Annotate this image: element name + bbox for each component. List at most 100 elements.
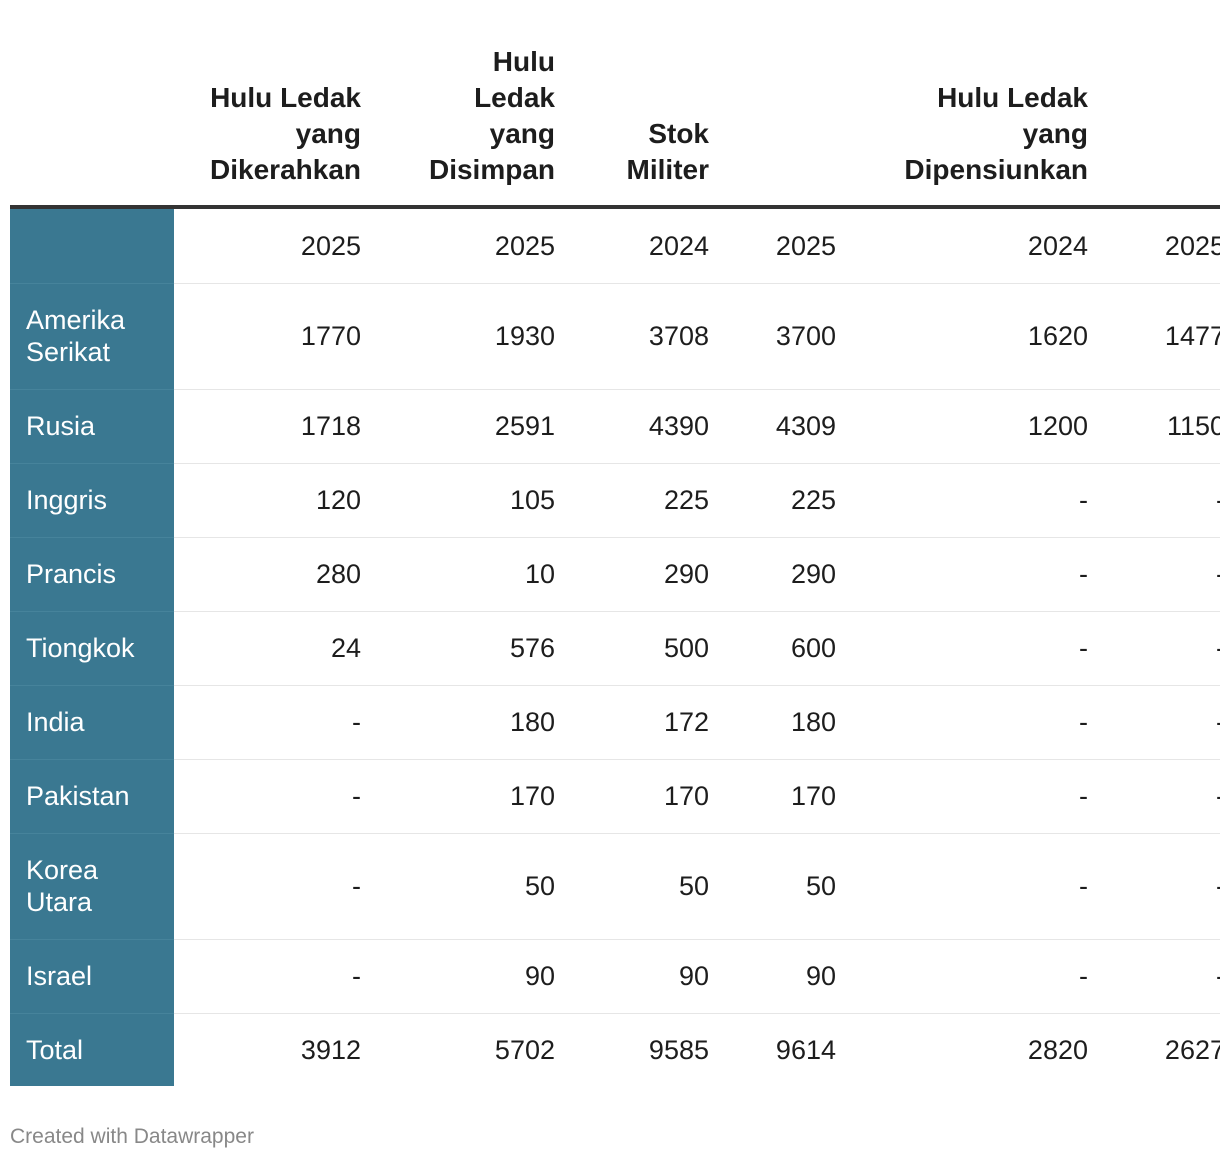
row-separator	[10, 1013, 174, 1014]
table-cell: 3912	[300, 1034, 361, 1065]
table-cell: 170	[663, 781, 709, 811]
table-cell: 600	[790, 633, 836, 663]
table-cell: -	[1216, 960, 1220, 992]
table-cell: 1477	[1164, 321, 1220, 351]
table-cell: -	[352, 781, 361, 811]
column-header-line: yang	[1022, 118, 1088, 149]
column-header-line: Hulu	[492, 46, 555, 77]
row-label: Tiongkok	[26, 633, 135, 663]
table-cell: 1718	[300, 411, 361, 441]
header-rule	[10, 205, 1220, 209]
table-cell: 4309	[775, 411, 836, 441]
row-separator	[10, 833, 174, 834]
table-cell: 1930	[494, 321, 555, 351]
table-cell: 170	[509, 781, 555, 811]
table-cell: 5702	[494, 1034, 555, 1065]
table-cell: 290	[663, 559, 709, 589]
table-cell: 90	[678, 961, 709, 991]
table-cell: -	[352, 871, 361, 901]
table-cell: 120	[315, 485, 361, 515]
row-separator	[10, 939, 174, 940]
column-header-line: Dikerahkan	[210, 154, 361, 185]
row-separator	[174, 833, 1220, 834]
row-label: Inggris	[26, 485, 108, 515]
footer-credit[interactable]: Created with Datawrapper	[10, 1125, 254, 1148]
table-cell: 2820	[1027, 1034, 1088, 1065]
row-separator	[174, 611, 1220, 612]
row-label: Israel	[26, 961, 93, 991]
table-cell: 1770	[300, 321, 361, 351]
row-separator	[10, 389, 174, 390]
year-cell: 2025	[1164, 231, 1220, 261]
row-separator	[10, 537, 174, 538]
column-header-line: Ledak	[474, 82, 555, 113]
column-header-line: Hulu Ledak	[937, 82, 1088, 113]
table-cell: 24	[330, 633, 361, 663]
row-label: Prancis	[26, 559, 117, 589]
table-cell: 1200	[1027, 411, 1088, 441]
table-cell: 180	[509, 707, 555, 737]
row-label: Rusia	[26, 411, 96, 441]
year-cell: 2025	[300, 231, 361, 261]
column-header-line: Dipensiunkan	[904, 154, 1088, 185]
table-cell: 225	[663, 485, 709, 515]
table-cell: 105	[509, 485, 555, 515]
table-cell: 1620	[1027, 321, 1088, 351]
table-cell: 90	[524, 961, 555, 991]
column-header-line: yang	[489, 118, 555, 149]
row-label: India	[26, 707, 85, 737]
year-cell: 2024	[648, 231, 709, 261]
table-cell: 576	[509, 633, 555, 663]
table-cell: 50	[524, 871, 555, 901]
table-cell: 3700	[775, 321, 836, 351]
column-header-line: Militer	[626, 154, 709, 185]
table-cell: -	[1216, 632, 1220, 664]
table-cell: -	[1079, 781, 1088, 811]
table-cell: -	[1079, 707, 1088, 737]
table-cell: 9585	[648, 1034, 709, 1065]
row-separator	[10, 611, 174, 612]
row-label: Pakistan	[26, 781, 130, 811]
column-header-line: Stok	[648, 118, 709, 149]
table-cell: 3708	[648, 321, 709, 351]
table-cell: -	[1079, 961, 1088, 991]
table-cell: 225	[790, 485, 836, 515]
table-cell: -	[1079, 485, 1088, 515]
table-cell: -	[352, 707, 361, 737]
table-cell: -	[1216, 706, 1220, 738]
year-cell: 2025	[775, 231, 836, 261]
table-cell: 172	[663, 707, 709, 737]
row-separator	[10, 685, 174, 686]
row-label: Total	[26, 1034, 84, 1065]
table-cell: -	[1216, 484, 1220, 516]
column-header-2: Hulu Ledak yang Disimpan	[429, 44, 555, 188]
table-cell: -	[1079, 559, 1088, 589]
row-separator	[174, 463, 1220, 464]
table-cell: 10	[524, 559, 555, 589]
column-header-line: yang	[295, 118, 361, 149]
row-separator	[10, 283, 174, 284]
table-cell: -	[1079, 871, 1088, 901]
row-separator	[10, 463, 174, 464]
row-separator	[174, 283, 1220, 284]
table-cell: 2627	[1164, 1034, 1220, 1065]
row-separator	[174, 939, 1220, 940]
row-separator	[10, 759, 174, 760]
row-label: Amerika Serikat	[26, 305, 126, 367]
table-cell: 90	[805, 961, 836, 991]
table-cell: -	[1216, 558, 1220, 590]
table-cell: 500	[663, 633, 709, 663]
column-header-line: Hulu Ledak	[210, 82, 361, 113]
row-separator	[174, 1013, 1220, 1014]
row-separator	[174, 685, 1220, 686]
table-cell: -	[1079, 633, 1088, 663]
table-cell: 2591	[494, 411, 555, 441]
row-separator	[174, 759, 1220, 760]
row-separator	[174, 537, 1220, 538]
table-cell: -	[1216, 780, 1220, 812]
table-cell: -	[1216, 870, 1220, 902]
table-cell: 290	[790, 559, 836, 589]
year-cell: 2024	[1027, 231, 1088, 261]
table-cell: 180	[790, 707, 836, 737]
